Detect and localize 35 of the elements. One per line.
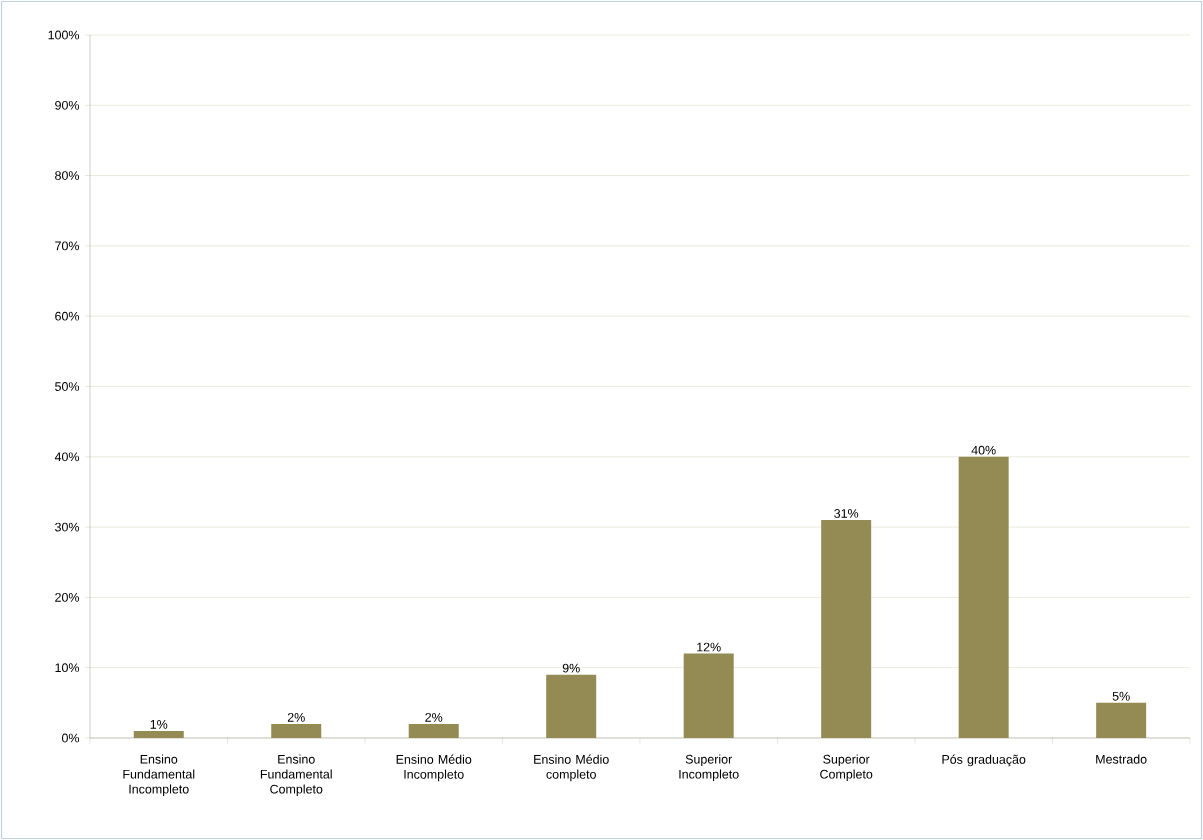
bar (1096, 702, 1147, 738)
bar (683, 653, 734, 738)
x-tick-label: Mestrado (1096, 754, 1147, 764)
data-label: 12% (697, 642, 721, 652)
x-tick-label: Superior Completo (820, 754, 873, 782)
data-label: 5% (1112, 691, 1130, 701)
y-tick-label: 70% (55, 241, 80, 251)
y-tick-label: 90% (55, 100, 80, 110)
x-tick-label: Ensino Fundamental Incompleto (123, 754, 195, 796)
bar (546, 674, 597, 738)
data-label: 31% (834, 509, 859, 518)
x-tick-label: Superior Incompleto (679, 754, 739, 782)
x-tick-label: Pós graduação (942, 754, 1026, 767)
y-tick-label: 40% (54, 452, 80, 462)
data-label: 2% (287, 712, 305, 722)
bar (821, 520, 872, 738)
x-tick-label: Ensino Médio Incompleto (396, 754, 472, 782)
y-tick-label: 50% (55, 382, 80, 391)
bar (958, 456, 1009, 738)
bar (271, 723, 322, 738)
bar (408, 723, 459, 738)
data-label: 9% (562, 663, 580, 673)
bar (133, 730, 184, 738)
x-tick-label: Ensino Médio completo (534, 754, 609, 782)
data-label: 2% (425, 712, 443, 722)
data-label: 40% (971, 445, 996, 455)
y-tick-label: 0% (61, 733, 80, 743)
y-tick-label: 20% (55, 592, 80, 602)
y-tick-label: 100% (48, 30, 80, 40)
y-tick-label: 30% (55, 522, 80, 532)
x-tick-label: Ensino Fundamental Completo (260, 754, 332, 796)
data-label: 1% (150, 720, 168, 729)
y-tick-label: 80% (55, 171, 80, 180)
y-tick-label: 60% (55, 311, 80, 321)
y-tick-label: 10% (55, 663, 80, 673)
